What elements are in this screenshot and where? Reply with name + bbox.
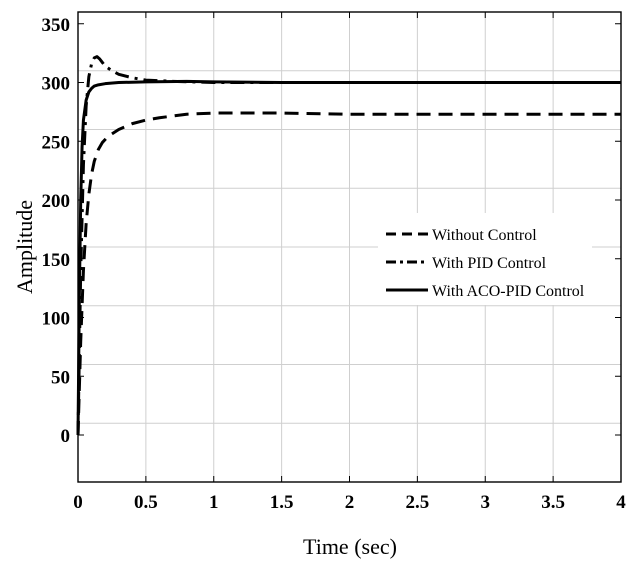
y-tick-label: 350 — [42, 15, 71, 36]
x-tick-label: 1 — [209, 492, 219, 513]
x-tick-labels: 0 0.5 1 1.5 2 2.5 3 3.5 4 — [73, 492, 626, 513]
legend: Without Control With PID Control With AC… — [378, 213, 592, 305]
y-tick-label: 300 — [42, 74, 71, 95]
x-tick-label: 0.5 — [134, 492, 158, 513]
x-tick-label: 4 — [616, 492, 626, 513]
y-tick-label: 50 — [51, 367, 70, 388]
x-tick-label: 3 — [481, 492, 491, 513]
series-without-control — [76, 111, 621, 436]
x-tick-label: 1.5 — [270, 492, 294, 513]
x-axis-label: Time (sec) — [303, 534, 397, 559]
legend-label-pid-control: With PID Control — [432, 255, 547, 272]
x-tick-label: 0 — [73, 492, 83, 513]
y-tick-label: 200 — [42, 191, 71, 212]
y-tick-label: 0 — [61, 426, 71, 447]
series-aco-pid-control — [76, 79, 621, 436]
x-tick-label: 2 — [345, 492, 355, 513]
tick-marks — [77, 12, 622, 482]
y-tick-label: 150 — [42, 250, 71, 271]
legend-label-without-control: Without Control — [432, 227, 537, 244]
y-tick-labels: 0 50 100 150 200 250 300 350 — [42, 15, 71, 447]
series-lines — [76, 55, 621, 436]
y-axis-label: Amplitude — [12, 200, 37, 294]
x-tick-label: 2.5 — [406, 492, 430, 513]
y-tick-label: 250 — [42, 132, 71, 153]
y-tick-label: 100 — [42, 309, 71, 330]
x-tick-label: 3.5 — [541, 492, 565, 513]
legend-label-aco-pid-control: With ACO-PID Control — [432, 283, 585, 300]
